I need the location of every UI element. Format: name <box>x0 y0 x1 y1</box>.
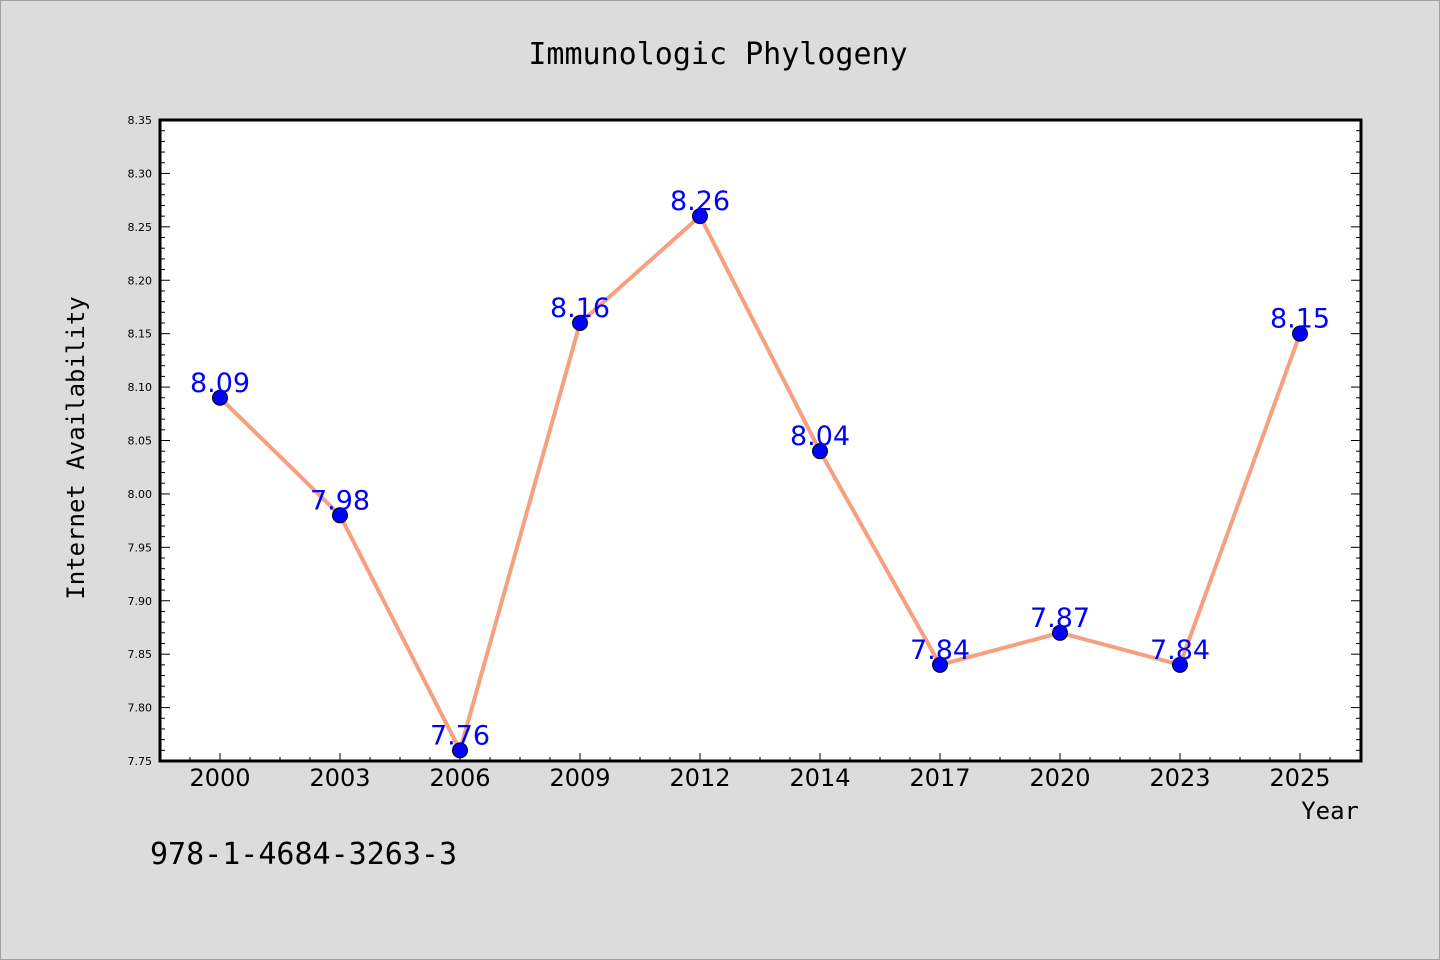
data-point <box>1052 624 1068 641</box>
y-tick-label: 8.05 <box>128 435 153 448</box>
y-axis-title: Internet Availability <box>62 296 90 599</box>
data-label: 7.98 <box>310 485 370 516</box>
y-tick-label: 8.15 <box>128 328 153 341</box>
y-tick-label: 7.95 <box>128 541 153 554</box>
data-point <box>1292 325 1308 342</box>
y-tick-label: 7.80 <box>128 702 153 715</box>
series-line <box>218 214 1302 753</box>
x-tick-label: 2006 <box>429 764 490 792</box>
y-tick-label: 8.25 <box>128 221 153 234</box>
data-label: 7.76 <box>430 720 490 751</box>
x-tick-label: 2023 <box>1149 764 1210 792</box>
series-group: 8.09 7.98 7.76 8.16 8.26 8.04 7.84 7.87 7.84 8.15 <box>190 186 1330 759</box>
y-tick-label: 8.10 <box>128 381 153 394</box>
data-point <box>452 742 468 759</box>
data-label: 7.84 <box>910 635 970 666</box>
y-axis: 7.75 7.80 7.85 7.90 7.95 8.00 8.05 8.10 8.15 8.20… <box>128 114 1361 768</box>
data-point <box>932 656 948 673</box>
y-tick-label: 8.00 <box>128 488 153 501</box>
data-label: 8.04 <box>790 421 850 452</box>
data-point <box>572 314 588 331</box>
data-label: 7.87 <box>1030 603 1090 634</box>
y-tick-label: 7.90 <box>128 595 153 608</box>
y-tick-label: 7.85 <box>128 648 153 661</box>
data-point <box>212 389 228 406</box>
x-tick-label: 2000 <box>189 764 250 792</box>
x-axis: 2000 2003 2006 2009 2012 2014 2017 2020 2023 2025 <box>189 753 1361 792</box>
x-tick-label: 2003 <box>309 764 370 792</box>
y-tick-label: 8.20 <box>128 274 153 287</box>
data-label: 8.09 <box>190 368 250 399</box>
data-point <box>332 507 348 524</box>
y-tick-label: 8.30 <box>128 167 153 180</box>
data-point <box>812 443 828 460</box>
footnote-isbn: 978-1-4684-3263-3 <box>150 837 457 872</box>
data-label: 8.15 <box>1270 304 1330 335</box>
plot-area <box>158 118 1363 763</box>
x-tick-label: 2014 <box>789 764 850 792</box>
x-tick-label: 2017 <box>909 764 970 792</box>
x-tick-label: 2020 <box>1029 764 1090 792</box>
data-label: 7.84 <box>1150 635 1210 666</box>
x-tick-label: 2012 <box>669 764 730 792</box>
x-tick-label: 2009 <box>549 764 610 792</box>
chart-title: Immunologic Phylogeny <box>528 37 907 72</box>
y-tick-label: 7.75 <box>128 755 153 768</box>
data-label: 8.26 <box>670 186 730 217</box>
data-label: 8.16 <box>550 293 610 324</box>
data-point <box>692 208 708 225</box>
x-tick-label: 2025 <box>1269 764 1330 792</box>
y-tick-label: 8.35 <box>128 114 153 127</box>
x-axis-title: Year <box>1301 797 1359 825</box>
data-point <box>1172 656 1188 673</box>
